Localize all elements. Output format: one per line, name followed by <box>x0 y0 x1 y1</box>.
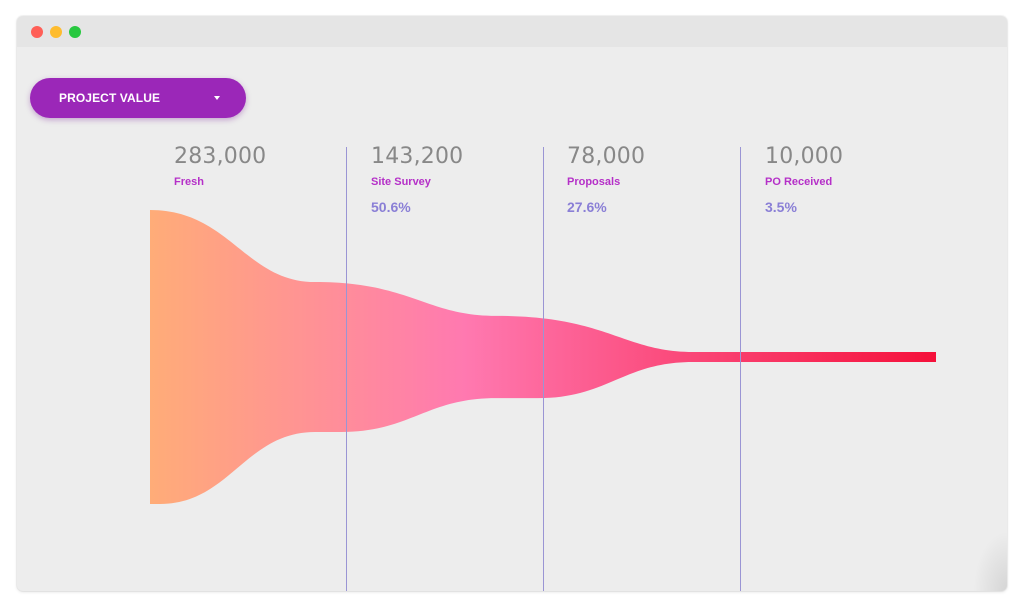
stage-name: Fresh <box>174 176 204 188</box>
title-bar <box>17 16 1007 47</box>
funnel-chart <box>150 210 936 504</box>
stage-percent: 27.6% <box>567 199 607 215</box>
minimize-window-button[interactable] <box>50 26 62 38</box>
stage-value: 78,000 <box>567 144 646 169</box>
stage-value: 10,000 <box>765 144 844 169</box>
stage-name: PO Received <box>765 176 833 188</box>
metric-dropdown[interactable]: PROJECT VALUE <box>30 78 246 118</box>
stage-value: 283,000 <box>174 144 267 169</box>
stage-name: Proposals <box>567 176 621 188</box>
corner-shadow <box>973 531 1007 591</box>
close-window-button[interactable] <box>31 26 43 38</box>
metric-dropdown-label: PROJECT VALUE <box>59 91 161 105</box>
stage-percent: 50.6% <box>371 199 411 215</box>
stage-percent: 3.5% <box>765 199 797 215</box>
stage-divider <box>346 147 347 591</box>
stage-divider <box>740 147 741 591</box>
caret-down-icon <box>214 96 220 100</box>
app-window: PROJECT VALUE 283,000 Fresh 143,200 Site… <box>17 16 1007 591</box>
stage-value: 143,200 <box>371 144 464 169</box>
stage-name: Site Survey <box>371 176 431 188</box>
stage-divider <box>543 147 544 591</box>
maximize-window-button[interactable] <box>69 26 81 38</box>
